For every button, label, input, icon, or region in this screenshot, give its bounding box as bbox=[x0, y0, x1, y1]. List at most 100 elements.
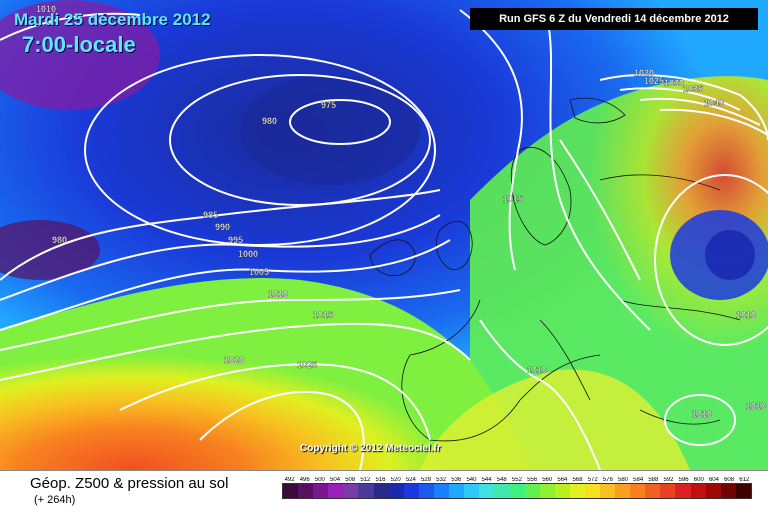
scale-swatch bbox=[630, 484, 646, 498]
color-scale: 492 496 500 504 508 512 516 520 524 528 532 536 540 5… bbox=[282, 477, 752, 499]
scale-swatch bbox=[418, 484, 434, 498]
forecast-date: Mardi 25 décembre 2012 bbox=[14, 10, 211, 29]
isobar-label: 1025 bbox=[644, 76, 664, 86]
scale-label: 516 bbox=[375, 477, 386, 483]
scale-label: 532 bbox=[436, 477, 447, 483]
scale-swatch bbox=[313, 484, 329, 498]
isobar-label: 1000 bbox=[238, 249, 258, 259]
cold-core-northwest bbox=[0, 0, 160, 110]
isobar-label: 1015 bbox=[503, 194, 523, 204]
scale-swatch bbox=[373, 484, 389, 498]
scale-swatch bbox=[388, 484, 404, 498]
scale-label: 596 bbox=[678, 477, 689, 483]
scale-swatch bbox=[328, 484, 344, 498]
scale-swatch bbox=[735, 484, 751, 498]
scale-label: 612 bbox=[739, 477, 750, 483]
scale-label: 504 bbox=[330, 477, 341, 483]
isobar-label: 1010 bbox=[692, 409, 712, 419]
isobar-label: 1020 bbox=[224, 355, 244, 365]
scale-label: 572 bbox=[587, 477, 598, 483]
scale-label: 576 bbox=[602, 477, 613, 483]
warm-field-med bbox=[420, 369, 690, 470]
isobar-label: 1010 bbox=[527, 365, 547, 375]
isobar-label: 1015 bbox=[313, 310, 333, 320]
scale-label: 564 bbox=[557, 477, 568, 483]
scale-label: 600 bbox=[693, 477, 704, 483]
isobar-label: 1020 bbox=[634, 68, 654, 78]
scale-label: 492 bbox=[284, 477, 295, 483]
scale-swatch bbox=[615, 484, 631, 498]
forecast-time: 7:00-locale bbox=[22, 32, 136, 57]
isobar-label: 980 bbox=[52, 235, 67, 245]
isobar-label: 1010 bbox=[746, 401, 766, 411]
isobar-label: 1010 bbox=[736, 310, 756, 320]
scale-label: 560 bbox=[542, 477, 553, 483]
isobar-labels: 1010 975 980 980 985 990 995 1000 1005 1… bbox=[36, 4, 766, 419]
low-east-core bbox=[705, 230, 755, 280]
scale-label: 592 bbox=[663, 477, 674, 483]
isobar-lines bbox=[0, 9, 768, 470]
scale-swatch bbox=[569, 484, 585, 498]
isobar-label: 1005 bbox=[249, 267, 269, 277]
scale-label: 508 bbox=[345, 477, 356, 483]
isobar-label: 1035 bbox=[683, 84, 703, 94]
scale-label: 588 bbox=[648, 477, 659, 483]
isobar-label: 1040 bbox=[704, 98, 724, 108]
scale-label: 520 bbox=[390, 477, 401, 483]
scale-swatch bbox=[645, 484, 661, 498]
cold-core-atlantic bbox=[240, 75, 420, 185]
pressure-map: 1010 975 980 980 985 990 995 1000 1005 1… bbox=[0, 0, 768, 470]
scale-swatch bbox=[720, 484, 736, 498]
color-scale-labels: 492 496 500 504 508 512 516 520 524 528 532 536 540 5… bbox=[282, 477, 752, 483]
isobar-label: 985 bbox=[203, 210, 218, 220]
scale-label: 540 bbox=[466, 477, 477, 483]
isobar-label: 1025 bbox=[297, 360, 317, 370]
scale-swatch bbox=[449, 484, 465, 498]
scale-swatch bbox=[705, 484, 721, 498]
scale-label: 536 bbox=[451, 477, 462, 483]
scale-swatch bbox=[509, 484, 525, 498]
isobar-label: 980 bbox=[262, 116, 277, 126]
scale-label: 580 bbox=[618, 477, 629, 483]
map-canvas: 1010 975 980 980 985 990 995 1000 1005 1… bbox=[0, 0, 768, 470]
scale-label: 548 bbox=[496, 477, 507, 483]
scale-swatch bbox=[433, 484, 450, 498]
scale-swatch bbox=[524, 484, 540, 498]
scale-label: 584 bbox=[633, 477, 644, 483]
scale-label: 568 bbox=[572, 477, 583, 483]
scale-label: 544 bbox=[481, 477, 492, 483]
scale-label: 604 bbox=[708, 477, 719, 483]
scale-label: 552 bbox=[511, 477, 522, 483]
scale-label: 496 bbox=[299, 477, 310, 483]
scale-swatch bbox=[343, 484, 359, 498]
scale-swatch bbox=[464, 484, 480, 498]
isobar-label: 990 bbox=[215, 222, 230, 232]
color-scale-swatches bbox=[282, 483, 752, 499]
scale-swatch bbox=[584, 484, 600, 498]
scale-swatch bbox=[479, 484, 495, 498]
scale-swatch bbox=[690, 484, 706, 498]
copyright-text: Copyright © 2012 Meteociel.fr bbox=[300, 443, 441, 454]
scale-label: 524 bbox=[405, 477, 416, 483]
scale-swatch bbox=[494, 484, 510, 498]
scale-label: 512 bbox=[360, 477, 371, 483]
scale-swatch bbox=[358, 484, 374, 498]
scale-swatch bbox=[403, 484, 419, 498]
coastlines bbox=[369, 97, 741, 442]
scale-label: 556 bbox=[527, 477, 538, 483]
isobar-label: 1010 bbox=[36, 4, 56, 14]
isobar-label: 1030 bbox=[664, 78, 684, 88]
model-run-banner: Run GFS 6 Z du Vendredi 14 décembre 2012 bbox=[470, 8, 758, 30]
warm-field-east bbox=[470, 76, 768, 470]
scale-swatch bbox=[298, 484, 314, 498]
scale-label: 500 bbox=[314, 477, 325, 483]
legend-caption: Géop. Z500 & pression au sol bbox=[30, 475, 229, 492]
forecast-range: (+ 264h) bbox=[34, 494, 76, 506]
isobar-label: 995 bbox=[228, 235, 243, 245]
scale-swatch bbox=[675, 484, 691, 498]
scale-swatch bbox=[283, 484, 299, 498]
isobar-label: 1010 bbox=[268, 289, 288, 299]
scale-swatch bbox=[660, 484, 676, 498]
isobar-label: 975 bbox=[321, 100, 336, 110]
scale-label: 528 bbox=[420, 477, 431, 483]
